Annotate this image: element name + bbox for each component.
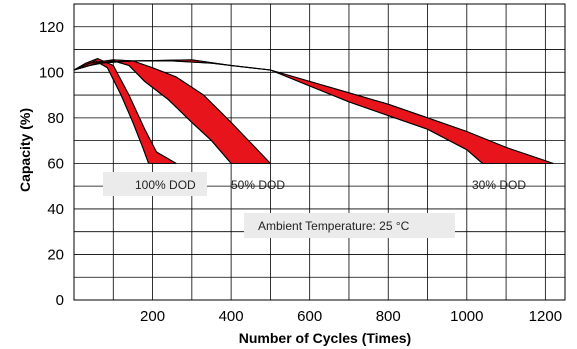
y-tick-label: 80: [47, 110, 64, 127]
y-tick-label: 40: [47, 201, 64, 218]
dod50-label: 50% DOD: [231, 178, 285, 192]
x-tick-label: 1000: [450, 308, 483, 325]
y-tick-label: 60: [47, 155, 64, 172]
x-tick-label: 200: [140, 308, 165, 325]
dod100-label: 100% DOD: [135, 178, 196, 192]
y-tick-label: 20: [47, 246, 64, 263]
tick-layer: 200 400 600 800 1000 1200 0 20 40 60 80 100 120: [39, 19, 562, 325]
y-tick-label: 0: [56, 292, 64, 309]
y-axis-title: Capacity (%): [17, 108, 33, 192]
dod30-label: 30% DOD: [472, 178, 526, 192]
dod30-band-lower-line: [73, 60, 483, 164]
ambient-label-box: [244, 213, 455, 238]
dod100-label-box: [103, 172, 207, 196]
plot-frame: [73, 3, 566, 301]
y-tick-label: 120: [39, 19, 64, 36]
x-tick-label: 400: [219, 308, 244, 325]
x-tick-label: 600: [297, 308, 322, 325]
grid-layer: [74, 4, 565, 300]
dod50-band-lower-line: [73, 60, 232, 164]
label-layer: 100% DOD 50% DOD 30% DOD Ambient Tempera…: [103, 172, 526, 238]
dod50-band-upper-line: [73, 59, 271, 164]
band-layer: [73, 58, 554, 164]
x-tick-label: 800: [376, 308, 401, 325]
ambient-temperature-label: Ambient Temperature: 25 °C: [258, 219, 410, 233]
x-tick-label: 1200: [529, 308, 562, 325]
x-axis-title: Number of Cycles (Times): [239, 330, 411, 346]
y-tick-label: 100: [39, 64, 64, 81]
dod100-band-upper-line: [73, 58, 177, 164]
